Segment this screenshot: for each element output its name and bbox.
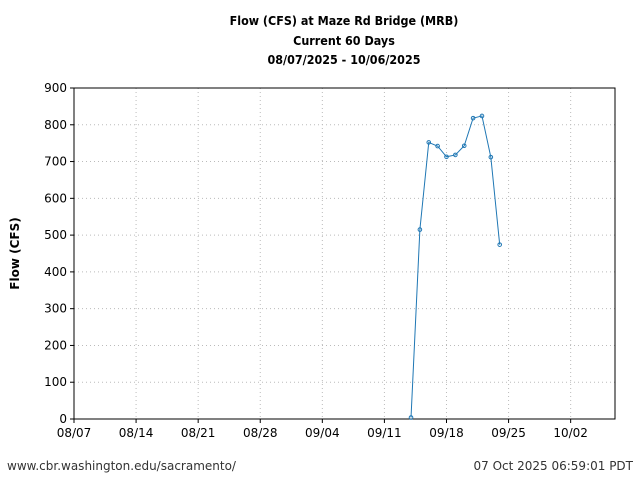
x-tick-label: 08/21 [181,426,216,440]
y-tick-label: 900 [44,81,67,95]
chart-title-1: Flow (CFS) at Maze Rd Bridge (MRB) [229,14,459,28]
x-tick-label: 09/04 [305,426,340,440]
x-tick-label: 10/02 [553,426,588,440]
footer-timestamp: 07 Oct 2025 06:59:01 PDT [473,459,633,473]
data-point [453,152,458,158]
plot-frame [73,87,616,420]
y-tick-label: 800 [44,118,67,132]
x-tick-label: 09/18 [429,426,464,440]
chart-title-2: Current 60 Days [293,34,395,48]
x-tick-label: 09/25 [491,426,526,440]
data-point [408,415,414,420]
y-tick-label: 100 [44,375,67,389]
x-tick-label: 08/14 [119,426,154,440]
x-tick-label: 08/28 [243,426,278,440]
data-point [426,140,432,145]
chart-title-3: 08/07/2025 - 10/06/2025 [267,53,421,67]
data-point [479,113,485,119]
data-point [497,242,503,247]
data-point [417,227,423,232]
y-tick-label: 600 [44,191,67,205]
data-point [461,143,467,149]
y-tick-label: 500 [44,228,67,242]
y-tick-label: 700 [44,155,67,169]
y-tick-label: 300 [44,302,67,316]
y-tick-label: 400 [44,265,67,279]
footer-url[interactable]: www.cbr.washington.edu/sacramento/ [7,459,236,473]
y-axis-label: Flow (CFS) [8,217,22,289]
x-tick-label: 09/11 [367,426,402,440]
y-tick-label: 200 [44,338,67,352]
series-line [410,115,501,418]
data-point [444,154,449,160]
y-tick-label: 0 [59,412,67,426]
data-point [488,154,494,160]
data-point [435,143,440,149]
x-tick-label: 08/07 [57,426,92,440]
data-point [470,115,476,121]
